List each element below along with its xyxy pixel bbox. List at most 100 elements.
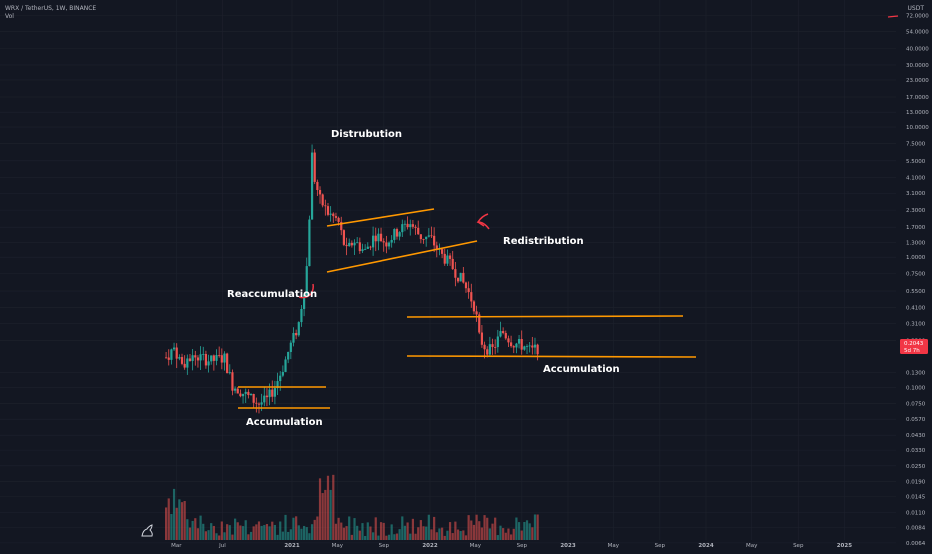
candle-body	[295, 333, 298, 336]
candle-body	[218, 354, 221, 356]
volume-bar	[371, 532, 375, 540]
candle-body	[446, 255, 449, 264]
currency-label: USDT	[907, 5, 925, 12]
volume-bar	[411, 518, 415, 540]
candle-body	[175, 347, 178, 359]
volume-bar	[345, 526, 348, 540]
candle-body	[385, 242, 388, 247]
candle-body	[271, 389, 274, 397]
volume-bar	[202, 523, 205, 540]
symbol-info[interactable]: WRX / TetherUS, 1W, BINANCE	[5, 5, 97, 12]
volume-bar	[281, 531, 284, 540]
candle-body	[462, 272, 465, 283]
candle-body	[172, 347, 176, 350]
annotation-accumulation-left: Accumulation	[246, 417, 323, 428]
candle-body	[180, 357, 184, 364]
accumulation-upper-line[interactable]	[406, 315, 684, 318]
candle-body	[220, 355, 223, 363]
volume-bar	[220, 521, 223, 540]
volume-bar	[443, 535, 446, 540]
volume-bar	[364, 535, 367, 540]
y-tick-label: 30.0000	[906, 63, 929, 69]
volume-bar	[427, 514, 430, 540]
x-tick-label: 2023	[560, 543, 575, 549]
candle-body	[186, 358, 189, 368]
candle-body	[406, 223, 409, 228]
y-tick-label: 0.7500	[906, 271, 926, 277]
candle-body	[395, 229, 399, 237]
volume-bar	[218, 535, 221, 540]
volume-bar	[353, 518, 356, 540]
y-tick-label: 0.3100	[906, 321, 926, 327]
candle-body	[387, 242, 391, 247]
candle-body	[499, 331, 502, 337]
volume-bar	[502, 528, 505, 540]
volume-bar	[292, 517, 295, 540]
volume-bar	[417, 527, 420, 540]
y-tick-label: 0.0250	[906, 464, 926, 470]
candle-body	[369, 246, 372, 248]
annotation-redistribution: Redistribution	[503, 236, 584, 247]
volume-bar	[223, 532, 226, 540]
candle-body	[297, 322, 300, 336]
volume-bar	[252, 526, 255, 540]
candle-body	[305, 266, 308, 295]
candle-body	[480, 332, 484, 345]
distribution-lower-line[interactable]	[326, 240, 478, 273]
candle-body	[302, 294, 306, 309]
y-tick-label: 17.0000	[906, 95, 929, 101]
volume-bar	[433, 516, 436, 540]
volume-bar	[430, 529, 433, 540]
distribution-upper-line[interactable]	[326, 208, 435, 227]
volume-bar	[207, 530, 210, 540]
volume-bar	[210, 523, 213, 540]
candle-body	[520, 339, 523, 350]
candle-body	[366, 246, 369, 249]
candle-body	[456, 277, 460, 282]
volume-bar	[172, 488, 176, 540]
volume-bar	[318, 478, 322, 540]
candle-body	[167, 357, 170, 360]
volume-bar	[273, 524, 277, 540]
volume-bar	[186, 519, 189, 540]
volume-bar	[215, 533, 218, 540]
volume-bar	[419, 520, 422, 540]
candle-body	[207, 361, 210, 366]
volume-bar	[313, 519, 316, 540]
candle-body	[263, 395, 266, 403]
candle-body	[464, 282, 468, 289]
candle-body	[507, 338, 510, 343]
x-tick-label: Mar	[171, 543, 182, 549]
volume-legend[interactable]: Vol	[5, 13, 14, 20]
candle-body	[467, 288, 470, 293]
annotation-arrows	[298, 15, 899, 299]
accumulation-lower-line[interactable]	[406, 355, 697, 358]
candle-body	[435, 245, 438, 250]
tradingview-logo-icon[interactable]	[140, 522, 156, 538]
volume-bar	[305, 527, 308, 540]
x-tick-label: 2024	[698, 543, 713, 549]
time-axis[interactable]: Mar Jul 2021 May Sep 2022 May Sep 2023 May Sep 2024…	[171, 543, 852, 549]
candle-body	[281, 371, 284, 376]
volume-bar	[499, 525, 502, 540]
volume-bar	[435, 532, 438, 540]
trendlines[interactable]	[238, 208, 697, 409]
candle-body	[236, 388, 239, 394]
volume-bar	[403, 525, 407, 540]
candle-body	[202, 354, 205, 355]
gridlines	[0, 0, 896, 544]
candle-body	[244, 391, 247, 394]
volume-bar	[199, 515, 202, 540]
volume-bar	[470, 520, 473, 540]
candle-body	[491, 344, 494, 347]
volume-bar	[462, 530, 465, 540]
candle-body	[183, 363, 186, 368]
price-axis[interactable]: 72.0000 54.0000 40.0000 30.0000 23.0000 17.00…	[906, 13, 929, 546]
volume-bar	[308, 533, 311, 540]
volume-bar	[257, 521, 261, 540]
candle-body	[292, 333, 295, 343]
candle-body	[440, 249, 444, 254]
volume-bar	[448, 522, 452, 540]
